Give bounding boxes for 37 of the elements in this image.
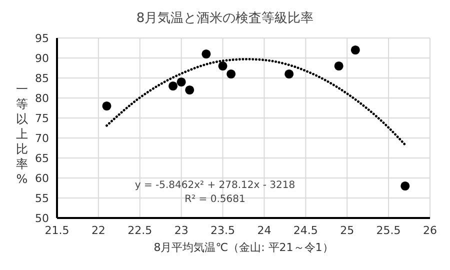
y-tick-label: 80 bbox=[35, 92, 49, 105]
x-tick-label: 25 bbox=[340, 224, 354, 237]
y-tick-label: 75 bbox=[35, 112, 49, 125]
point bbox=[218, 61, 228, 71]
point bbox=[226, 69, 236, 79]
annotation: R² = 0.5681 bbox=[184, 194, 246, 205]
x-tick-label: 26 bbox=[423, 224, 437, 237]
line-series bbox=[106, 58, 406, 146]
point bbox=[284, 69, 294, 79]
y-tick-label: 90 bbox=[35, 52, 49, 65]
point bbox=[350, 45, 360, 55]
point bbox=[202, 49, 211, 59]
y-tick-label: 50 bbox=[35, 212, 49, 225]
y-tick-label: 85 bbox=[35, 72, 49, 85]
x-tick-label: 22.5 bbox=[128, 224, 152, 237]
x-tick-label: 23.5 bbox=[210, 224, 236, 237]
x-tick-label: 23 bbox=[174, 224, 188, 237]
y-tick-label: 95 bbox=[35, 32, 49, 45]
x-tick-label: 24.5 bbox=[293, 224, 318, 237]
point bbox=[400, 181, 410, 191]
point bbox=[168, 81, 178, 91]
y-tick-label: 70 bbox=[35, 132, 49, 145]
point bbox=[185, 85, 194, 95]
y-axis-title: 一等以上比率% bbox=[15, 82, 29, 187]
x-tick-label: 25.5 bbox=[376, 224, 401, 237]
y-tick-label: 60 bbox=[35, 172, 49, 185]
annotation: y = -5.8462x² + 278.12x - 3218 bbox=[134, 180, 296, 191]
x-axis-title: 8月平均気温℃（金山: 平21～令1） bbox=[152, 240, 334, 255]
x-tick-label: 22 bbox=[91, 224, 106, 237]
x-tick-label: 21.5 bbox=[44, 224, 70, 237]
x-tick-label: 24 bbox=[257, 224, 272, 237]
point bbox=[102, 101, 112, 111]
point bbox=[334, 61, 344, 71]
y-tick-label: 65 bbox=[35, 152, 49, 165]
chart-title: 8月気温と酒米の検査等級比率 bbox=[135, 10, 315, 27]
y-tick-label: 55 bbox=[35, 192, 49, 205]
point bbox=[176, 77, 186, 87]
